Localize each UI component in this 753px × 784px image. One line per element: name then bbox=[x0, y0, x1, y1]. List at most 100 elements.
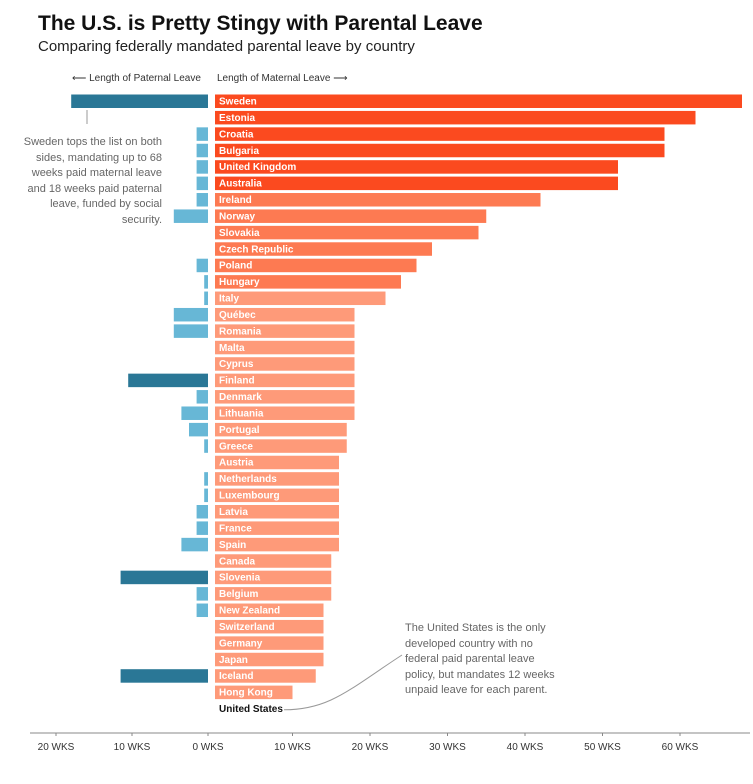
country-label: Slovakia bbox=[219, 228, 260, 239]
paternal-bar bbox=[196, 587, 208, 601]
maternal-bar bbox=[215, 193, 541, 207]
chart-subtitle: Comparing federally mandated parental le… bbox=[38, 38, 415, 55]
x-tick-label: 30 WKS bbox=[429, 742, 466, 753]
country-label: Sweden bbox=[219, 97, 257, 108]
country-label: Hungary bbox=[219, 277, 260, 288]
x-tick-label: 40 WKS bbox=[507, 742, 544, 753]
maternal-bar bbox=[215, 242, 432, 256]
country-label: Cyprus bbox=[219, 359, 254, 370]
country-label: Belgium bbox=[219, 589, 259, 600]
maternal-bar bbox=[215, 472, 339, 486]
maternal-bar bbox=[215, 357, 355, 371]
maternal-bar bbox=[215, 455, 339, 470]
country-label: Lithuania bbox=[219, 408, 264, 419]
maternal-bar bbox=[215, 488, 339, 503]
maternal-bar bbox=[215, 422, 347, 437]
paternal-bar bbox=[196, 603, 208, 618]
paternal-bar bbox=[71, 94, 208, 108]
paternal-bar bbox=[173, 324, 208, 338]
country-label: Estonia bbox=[219, 113, 256, 124]
paternal-bar bbox=[189, 422, 208, 437]
paternal-bar bbox=[196, 521, 208, 535]
country-label: Spain bbox=[219, 540, 246, 551]
maternal-bar bbox=[215, 390, 355, 404]
maternal-bar bbox=[215, 143, 665, 158]
maternal-bar bbox=[215, 209, 487, 223]
x-tick-label: 50 WKS bbox=[584, 742, 621, 753]
maternal-bar bbox=[215, 636, 324, 650]
maternal-bar bbox=[215, 275, 401, 289]
paternal-bar bbox=[120, 570, 208, 585]
maternal-bar bbox=[215, 669, 316, 683]
maternal-bar bbox=[215, 110, 696, 125]
paternal-bar bbox=[181, 537, 208, 552]
maternal-bar bbox=[215, 291, 386, 306]
country-label: Hong Kong bbox=[219, 688, 273, 699]
united-states-annotation: The United States is the only developed … bbox=[405, 622, 555, 696]
paternal-bar bbox=[173, 307, 208, 322]
maternal-bar bbox=[215, 176, 618, 191]
maternal-bar bbox=[215, 439, 347, 453]
country-label: Germany bbox=[219, 638, 263, 649]
maternal-bar bbox=[215, 160, 618, 174]
maternal-bar bbox=[215, 652, 324, 667]
country-label: France bbox=[219, 523, 252, 534]
maternal-bar bbox=[215, 587, 332, 601]
maternal-bar bbox=[215, 570, 332, 585]
maternal-bar bbox=[215, 373, 355, 388]
paternal-bar bbox=[196, 193, 208, 207]
paternal-bar bbox=[120, 669, 208, 683]
maternal-bar bbox=[215, 685, 293, 700]
maternal-bar bbox=[215, 324, 355, 338]
country-label: Norway bbox=[219, 211, 256, 222]
paternal-bar bbox=[204, 275, 208, 289]
country-label: Italy bbox=[219, 294, 239, 305]
arrow-left-icon: ⟵ bbox=[72, 73, 90, 84]
maternal-bar bbox=[215, 258, 417, 273]
paternal-leave-direction-label: ⟵ Length of Paternal Leave bbox=[72, 73, 201, 84]
paternal-bar bbox=[196, 258, 208, 273]
country-label: Iceland bbox=[219, 671, 253, 682]
country-label: United States bbox=[219, 704, 283, 715]
country-label: Japan bbox=[219, 655, 248, 666]
maternal-bar bbox=[215, 554, 332, 568]
country-label: Finland bbox=[219, 376, 255, 387]
paternal-bar bbox=[173, 209, 208, 223]
country-label: Latvia bbox=[219, 507, 248, 518]
maternal-bar bbox=[215, 127, 665, 141]
country-label: Romania bbox=[219, 326, 262, 337]
country-label: Austria bbox=[219, 458, 254, 469]
x-tick-label: 20 WKS bbox=[38, 742, 75, 753]
maternal-bar bbox=[215, 537, 339, 552]
maternal-bar bbox=[215, 225, 479, 240]
maternal-bar bbox=[215, 619, 324, 634]
country-label: Québec bbox=[219, 310, 256, 321]
maternal-bar bbox=[215, 94, 742, 108]
arrow-right-icon: ⟶ bbox=[330, 73, 348, 84]
country-label: Czech Republic bbox=[219, 244, 294, 255]
country-label: Ireland bbox=[219, 195, 252, 206]
paternal-bar bbox=[196, 505, 208, 519]
chart-title: The U.S. is Pretty Stingy with Parental … bbox=[38, 12, 483, 35]
country-label: Greece bbox=[219, 441, 253, 452]
x-tick-label: 10 WKS bbox=[274, 742, 311, 753]
paternal-bar bbox=[204, 291, 208, 306]
x-tick-label: 60 WKS bbox=[662, 742, 699, 753]
paternal-bar bbox=[196, 127, 208, 141]
country-label: Malta bbox=[219, 343, 245, 354]
country-label: Portugal bbox=[219, 425, 260, 436]
maternal-bar bbox=[215, 505, 339, 519]
country-label: Luxembourg bbox=[219, 491, 280, 502]
paternal-bar bbox=[204, 439, 208, 453]
paternal-bar bbox=[204, 472, 208, 486]
paternal-leave-label: Length of Paternal Leave bbox=[89, 73, 201, 84]
paternal-bar bbox=[204, 488, 208, 503]
x-tick-label: 20 WKS bbox=[352, 742, 389, 753]
paternal-bar bbox=[196, 176, 208, 191]
x-tick-label: 10 WKS bbox=[114, 742, 151, 753]
country-label: Canada bbox=[219, 556, 256, 567]
united-states-annotation-leader bbox=[283, 654, 403, 711]
maternal-bar bbox=[215, 603, 324, 618]
country-label: Netherlands bbox=[219, 474, 277, 485]
